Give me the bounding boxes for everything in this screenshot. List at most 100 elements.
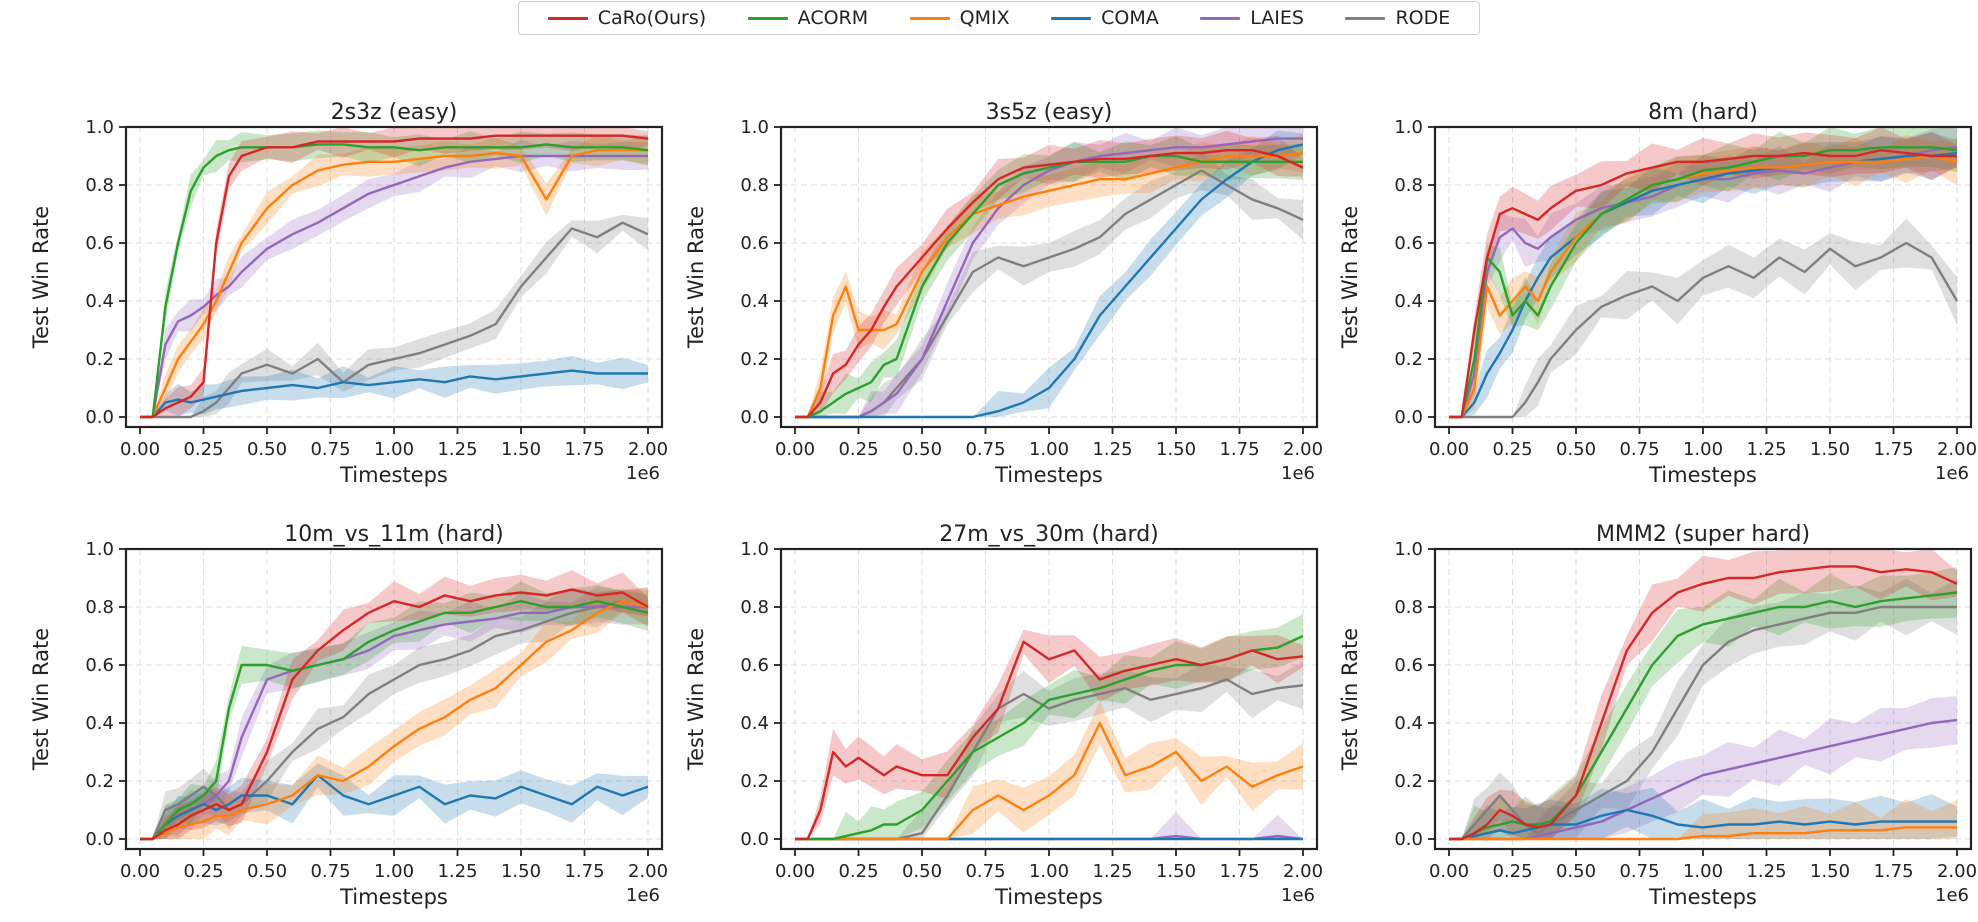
y-tick-label: 0.4	[1394, 291, 1423, 312]
x-tick-label: 0.25	[1492, 439, 1532, 460]
y-tick-label: 1.0	[740, 117, 769, 138]
x-tick-label: 1.25	[1092, 439, 1132, 460]
series-line-coma	[795, 143, 1304, 419]
y-tick-label: 0.0	[1394, 407, 1423, 428]
x-tick-label: 0.50	[247, 861, 287, 882]
chart-panel-5: 0.00 0.25 0.50 0.75 1.00 1.25 1.50 1.75 2.00 0.0 0…	[684, 522, 1323, 909]
x-tick-label: 0.75	[965, 861, 1005, 882]
series-line-coma	[1449, 808, 1957, 841]
series-band-rode	[140, 214, 648, 417]
legend-item-caro-ours: CaRo(Ours)	[547, 7, 707, 29]
y-axis-label: Test Win Rate	[684, 206, 708, 349]
chart-panel-4: 0.00 0.25 0.50 0.75 1.00 1.25 1.50 1.75 2.00 0.0 0…	[29, 522, 668, 909]
series-band-rode	[795, 150, 1303, 417]
y-axis-label: Test Win Rate	[29, 206, 53, 349]
y-tick-label: 0.4	[740, 713, 769, 734]
x-tick-label: 0.00	[775, 861, 815, 882]
series-band-coma	[795, 130, 1303, 417]
y-tick-label: 0.8	[740, 175, 769, 196]
series-band-rode	[795, 661, 1303, 839]
y-tick-label: 0.2	[740, 349, 769, 370]
y-tick-label: 0.2	[85, 771, 114, 792]
series-line-caro-ours-	[1449, 148, 1957, 419]
legend-item-coma: COMA	[1051, 7, 1159, 29]
x-tick-label: 0.50	[902, 861, 942, 882]
chart-panel-6: 0.00 0.25 0.50 0.75 1.00 1.25 1.50 1.75 2.00 0.0 0…	[1338, 522, 1977, 909]
x-tick-label: 0.00	[120, 861, 160, 882]
y-tick-label: 0.2	[85, 349, 114, 370]
y-tick-label: 0.0	[740, 407, 769, 428]
chart-title: 10m_vs_11m (hard)	[284, 522, 504, 547]
x-tick-label: 2.00	[1937, 861, 1977, 882]
x-tick-label: 1.75	[1219, 439, 1259, 460]
series-line-acorm	[1449, 146, 1958, 419]
series-band-rode	[140, 586, 648, 839]
x-tick-label: 1.75	[564, 439, 604, 460]
y-tick-label: 0.4	[1394, 713, 1423, 734]
x-tick-label: 0.00	[1429, 861, 1469, 882]
series-band-laies	[140, 139, 648, 417]
y-tick-label: 0.8	[740, 597, 769, 618]
y-tick-label: 0.8	[85, 597, 114, 618]
y-tick-label: 0.8	[1394, 597, 1423, 618]
y-tick-label: 0.2	[1394, 771, 1423, 792]
series-band-laies	[1449, 696, 1957, 839]
chart-panel-3: 0.00 0.25 0.50 0.75 1.00 1.25 1.50 1.75 2.00 0.0 0…	[1338, 100, 1977, 487]
x-tick-label: 2.00	[1283, 861, 1323, 882]
series-line-caro-ours-	[1449, 565, 1958, 841]
y-tick-label: 0.8	[1394, 175, 1423, 196]
legend-swatch	[747, 16, 788, 20]
chart-title: 8m (hard)	[1648, 100, 1758, 125]
x-axis-label: Timesteps	[994, 885, 1103, 909]
x-tick-label: 2.00	[628, 439, 668, 460]
x-tick-label: 1.00	[374, 861, 414, 882]
legend-swatch	[1051, 16, 1092, 20]
x-tick-label: 2.00	[628, 861, 668, 882]
x-scale-label: 1e6	[1281, 885, 1315, 906]
y-tick-label: 0.4	[85, 291, 114, 312]
series-band-caro-ours-	[140, 570, 648, 839]
series-line-acorm	[1449, 591, 1958, 841]
x-tick-label: 1.50	[1156, 861, 1196, 882]
series-band-acorm	[140, 130, 648, 417]
x-tick-label: 1.25	[1746, 861, 1786, 882]
x-tick-label: 1.75	[1873, 861, 1913, 882]
x-tick-label: 0.25	[183, 861, 223, 882]
y-tick-label: 0.6	[85, 655, 114, 676]
series-line-rode	[1449, 605, 1957, 841]
x-tick-label: 1.00	[1029, 861, 1069, 882]
legend-label: LAIES	[1250, 7, 1304, 29]
x-tick-label: 2.00	[1937, 439, 1977, 460]
x-scale-label: 1e6	[626, 463, 660, 484]
y-tick-label: 0.6	[1394, 655, 1423, 676]
legend-label: CaRo(Ours)	[597, 7, 707, 29]
y-tick-label: 0.4	[740, 291, 769, 312]
y-tick-label: 1.0	[85, 117, 114, 138]
x-tick-label: 0.50	[247, 439, 287, 460]
x-tick-label: 0.00	[775, 439, 815, 460]
y-tick-label: 0.0	[85, 829, 114, 850]
series-line-qmix	[140, 148, 648, 419]
x-tick-label: 0.25	[1492, 861, 1532, 882]
y-tick-label: 0.6	[85, 233, 114, 254]
series-band-qmix	[1449, 134, 1957, 417]
y-axis-label: Test Win Rate	[29, 628, 53, 771]
y-axis-label: Test Win Rate	[1338, 628, 1362, 771]
x-tick-label: 0.00	[120, 439, 160, 460]
x-tick-label: 0.75	[310, 861, 350, 882]
legend-label: QMIX	[959, 7, 1010, 29]
x-tick-label: 1.50	[1810, 439, 1850, 460]
y-tick-label: 0.6	[740, 655, 769, 676]
y-axis-label: Test Win Rate	[1338, 206, 1362, 349]
legend-swatch	[1200, 16, 1241, 20]
legend-label: RODE	[1395, 7, 1451, 29]
chart-panel-1: 0.00 0.25 0.50 0.75 1.00 1.25 1.50 1.75 2.00 0.0 0…	[29, 100, 668, 487]
legend-label: ACORM	[797, 7, 869, 29]
x-tick-label: 1.00	[1029, 439, 1069, 460]
chart-panel-2: 0.00 0.25 0.50 0.75 1.00 1.25 1.50 1.75 2.00 0.0 0…	[684, 100, 1323, 487]
x-tick-label: 0.75	[1619, 861, 1659, 882]
legend-swatch	[1345, 16, 1386, 20]
series-band-caro-ours-	[795, 130, 1303, 417]
series-line-rode	[140, 600, 649, 841]
y-tick-label: 0.0	[740, 829, 769, 850]
